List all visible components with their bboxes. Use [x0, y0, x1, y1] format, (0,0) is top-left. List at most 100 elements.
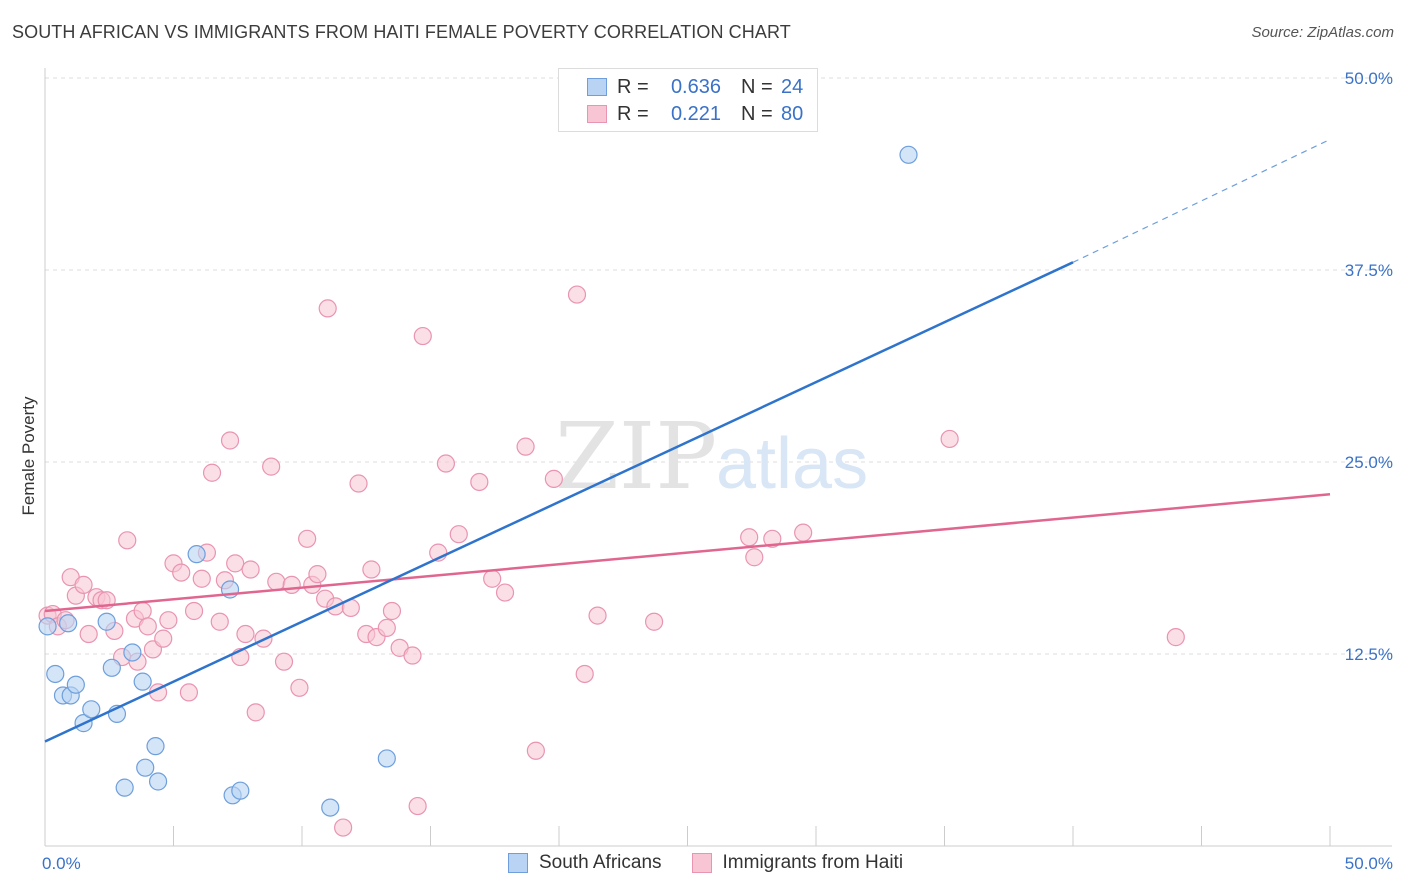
- data-point-immigrants-from-haiti: [449, 525, 468, 544]
- data-point-south-africans: [102, 658, 121, 677]
- data-point-south-africans: [148, 772, 168, 791]
- trend-line-immigrants-from-haiti: [44, 493, 1331, 613]
- data-point-immigrants-from-haiti: [282, 575, 301, 594]
- data-point-immigrants-from-haiti: [483, 569, 502, 588]
- legend-r-value: 0.221: [670, 102, 721, 125]
- data-point-south-africans: [187, 545, 206, 564]
- x-tick-label: 50.0%: [1345, 854, 1393, 873]
- data-point-immigrants-from-haiti: [236, 624, 255, 644]
- data-point-immigrants-from-haiti: [267, 572, 286, 591]
- data-point-south-africans: [231, 781, 250, 800]
- data-point-south-africans: [46, 664, 65, 684]
- data-point-immigrants-from-haiti: [349, 474, 368, 493]
- data-point-immigrants-from-haiti: [436, 454, 456, 473]
- legend-n-value: 80: [781, 102, 804, 125]
- data-point-south-africans: [123, 643, 142, 662]
- data-point-immigrants-from-haiti: [495, 583, 515, 602]
- data-point-immigrants-from-haiti: [202, 463, 222, 482]
- data-point-immigrants-from-haiti: [179, 683, 199, 702]
- data-point-immigrants-from-haiti: [318, 299, 337, 318]
- legend-n-label: N =: [741, 102, 773, 125]
- data-point-south-africans: [377, 749, 396, 768]
- data-point-immigrants-from-haiti: [133, 601, 152, 621]
- data-point-immigrants-from-haiti: [382, 601, 402, 621]
- data-point-south-africans: [115, 778, 134, 797]
- data-point-immigrants-from-haiti: [575, 664, 594, 684]
- y-axis-label: Female Poverty: [19, 396, 38, 516]
- data-point-south-africans: [136, 758, 155, 777]
- watermark-zip: ZIP: [555, 403, 717, 510]
- trend-line-extension-south-africans: [1072, 138, 1331, 263]
- data-point-immigrants-from-haiti: [1166, 628, 1185, 647]
- data-point-immigrants-from-haiti: [241, 560, 260, 579]
- legend-n-value: 24: [781, 75, 804, 98]
- legend-label-immigrants-from-haiti: Immigrants from Haiti: [722, 852, 904, 873]
- x-tick-label: 0.0%: [42, 854, 81, 873]
- data-point-immigrants-from-haiti: [794, 523, 813, 542]
- y-tick-label: 12.5%: [1345, 645, 1393, 664]
- data-point-immigrants-from-haiti: [172, 563, 191, 582]
- series-legend: South Africans Immigrants from Haiti: [508, 852, 933, 874]
- data-point-immigrants-from-haiti: [74, 575, 93, 594]
- data-point-immigrants-from-haiti: [588, 606, 607, 625]
- data-point-immigrants-from-haiti: [526, 741, 545, 760]
- legend-r-label: R =: [617, 75, 649, 98]
- data-point-south-africans: [321, 798, 340, 817]
- y-tick-label: 37.5%: [1345, 261, 1393, 280]
- data-point-south-africans: [59, 614, 78, 633]
- data-point-immigrants-from-haiti: [226, 554, 245, 573]
- data-point-immigrants-from-haiti: [763, 529, 782, 548]
- data-point-immigrants-from-haiti: [408, 796, 427, 816]
- data-point-immigrants-from-haiti: [644, 612, 664, 631]
- legend-row-south-africans: R = 0.636 N = 24: [587, 75, 803, 99]
- legend-r-label: R =: [617, 102, 649, 125]
- legend-swatch-immigrants-from-haiti: [691, 853, 712, 873]
- data-point-immigrants-from-haiti: [745, 548, 764, 567]
- data-point-immigrants-from-haiti: [362, 560, 381, 579]
- data-point-immigrants-from-haiti: [290, 678, 309, 697]
- data-point-immigrants-from-haiti: [220, 431, 240, 450]
- data-point-immigrants-from-haiti: [298, 529, 317, 548]
- data-point-immigrants-from-haiti: [377, 618, 396, 637]
- data-point-south-africans: [146, 737, 165, 756]
- data-point-south-africans: [82, 700, 101, 719]
- trend-lines: [44, 138, 1331, 743]
- legend-swatch-immigrants-from-haiti: [587, 105, 607, 123]
- data-point-immigrants-from-haiti: [154, 629, 173, 648]
- data-point-immigrants-from-haiti: [262, 457, 281, 476]
- data-point-south-africans: [899, 145, 918, 164]
- data-point-immigrants-from-haiti: [740, 528, 759, 547]
- data-point-immigrants-from-haiti: [334, 818, 353, 837]
- tick-labels: 12.5% 25.0% 37.5% 50.0% 0.0% 50.0%: [42, 69, 1393, 873]
- y-tick-label: 25.0%: [1345, 453, 1393, 472]
- source-label: Source: ZipAtlas.com: [1251, 24, 1394, 41]
- data-point-immigrants-from-haiti: [159, 611, 178, 630]
- legend-n-label: N =: [741, 75, 773, 98]
- legend-item-immigrants-from-haiti: Immigrants from Haiti: [691, 852, 904, 874]
- data-point-immigrants-from-haiti: [274, 652, 294, 671]
- data-point-south-africans: [133, 672, 152, 691]
- data-point-immigrants-from-haiti: [308, 565, 327, 584]
- series-south-africans: [38, 145, 918, 817]
- data-point-immigrants-from-haiti: [567, 285, 587, 304]
- legend-swatch-south-africans: [587, 78, 607, 96]
- data-point-immigrants-from-haiti: [118, 531, 137, 550]
- data-point-south-africans: [38, 617, 57, 636]
- legend-item-south-africans: South Africans: [508, 852, 662, 874]
- data-point-immigrants-from-haiti: [940, 429, 959, 449]
- data-point-immigrants-from-haiti: [413, 326, 432, 346]
- data-point-immigrants-from-haiti: [246, 703, 265, 722]
- axes: [44, 68, 1392, 847]
- data-point-immigrants-from-haiti: [470, 472, 489, 492]
- data-point-immigrants-from-haiti: [184, 601, 204, 621]
- data-point-immigrants-from-haiti: [516, 437, 535, 456]
- watermark-atlas: atlas: [716, 424, 868, 504]
- data-point-south-africans: [97, 612, 116, 631]
- data-point-immigrants-from-haiti: [79, 624, 98, 644]
- y-tick-label: 50.0%: [1345, 69, 1393, 88]
- legend-swatch-south-africans: [508, 853, 528, 873]
- data-point-immigrants-from-haiti: [192, 569, 211, 588]
- chart-title: SOUTH AFRICAN VS IMMIGRANTS FROM HAITI F…: [12, 22, 791, 42]
- legend-label-south-africans: South Africans: [539, 852, 662, 873]
